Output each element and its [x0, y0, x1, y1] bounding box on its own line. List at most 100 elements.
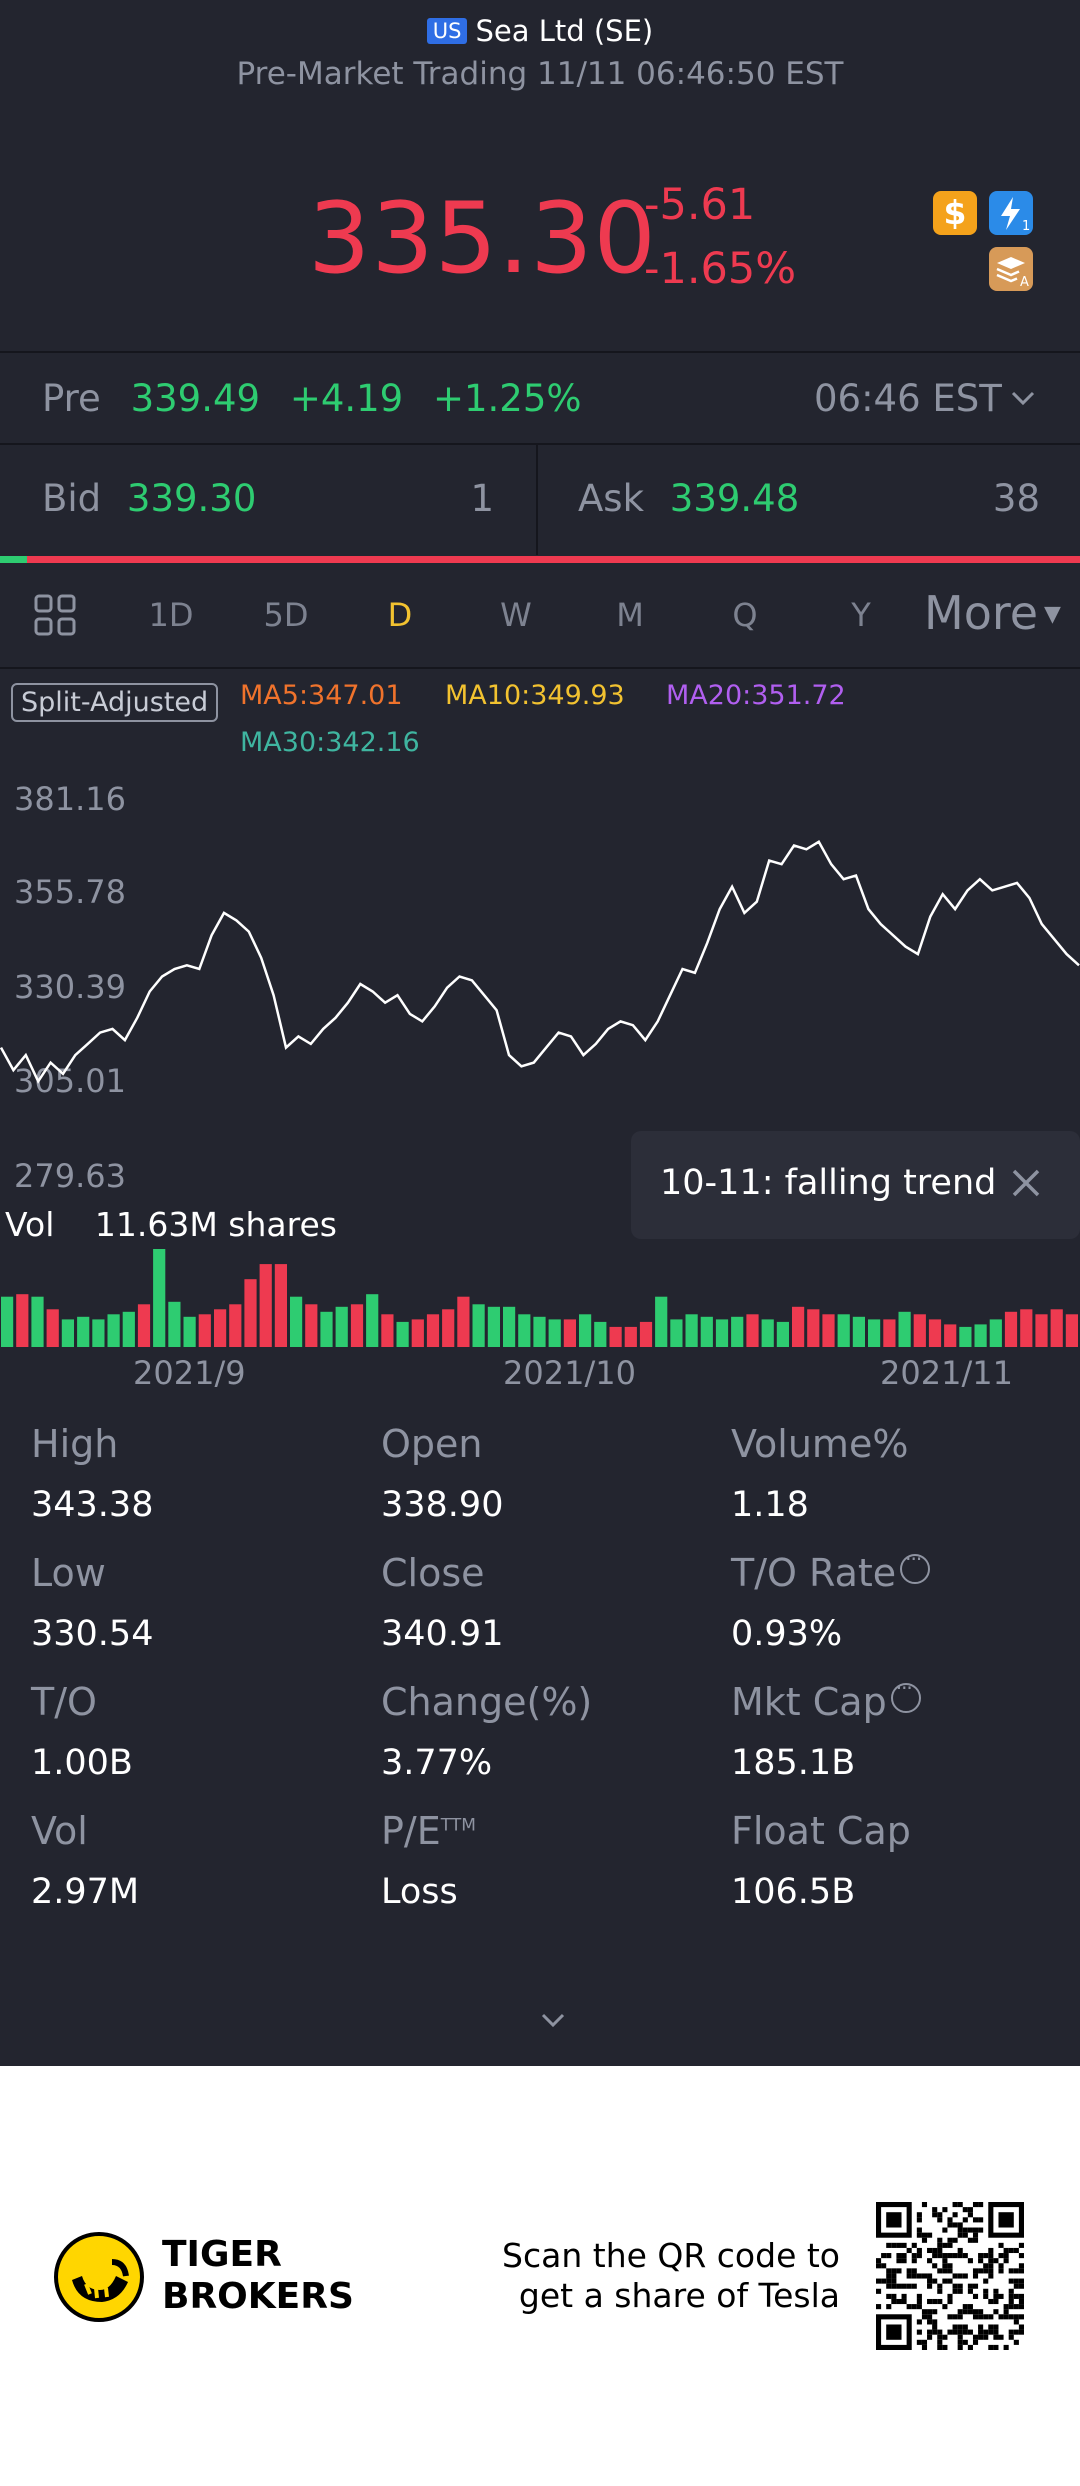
qr-module [927, 2319, 933, 2325]
qr-module [901, 2258, 907, 2264]
qr-module [1008, 2314, 1014, 2320]
stat-label-text: Volume% [731, 1422, 909, 1466]
tab-q[interactable]: Q [732, 596, 758, 634]
close-icon[interactable] [1006, 1163, 1046, 1203]
qr-module [1018, 2253, 1024, 2259]
qr-module [947, 2298, 953, 2305]
qr-module [1003, 2344, 1009, 2350]
qr-module [937, 2247, 943, 2254]
qr-module [998, 2268, 1004, 2274]
pre-market-row[interactable]: Pre 339.49 +4.19 +1.25% [42, 377, 582, 421]
promo-text: Scan the QR code to get a share of Tesla [480, 2236, 840, 2316]
qr-module [937, 2334, 943, 2340]
tab-5d[interactable]: 5D [263, 596, 309, 634]
tab-w[interactable]: W [500, 596, 532, 634]
qr-module [1003, 2304, 1009, 2310]
more-button[interactable]: More ▼ [924, 586, 1061, 640]
qr-module [937, 2253, 943, 2259]
qr-module [1013, 2283, 1019, 2289]
flash-order-icon[interactable]: 1 [989, 191, 1033, 235]
qr-module [896, 2242, 902, 2248]
vol-value: 11.63M shares [94, 1205, 337, 1244]
qr-module [972, 2227, 979, 2233]
qr-module [1018, 2263, 1024, 2269]
qr-module [1008, 2293, 1014, 2299]
volume-bar-chart[interactable] [0, 1245, 1080, 1347]
qr-module [957, 2309, 963, 2315]
qr-module [937, 2339, 943, 2345]
volume-bar [77, 1316, 90, 1347]
qr-module [937, 2242, 943, 2248]
qr-module [942, 2334, 948, 2340]
qr-module [983, 2314, 989, 2320]
volume-bar [335, 1306, 348, 1347]
qr-module [962, 2329, 968, 2335]
qr-module [1018, 2314, 1024, 2320]
price-line-chart[interactable] [0, 790, 1080, 1180]
qr-module [937, 2217, 943, 2223]
volume-bar [244, 1279, 257, 1347]
volume-bar [137, 1304, 151, 1347]
stat-label: Change(%) [381, 1680, 592, 1724]
stat-label-text: Open [381, 1422, 483, 1466]
volume-bar [822, 1314, 835, 1347]
expand-chevron-icon[interactable] [535, 2002, 571, 2038]
caret-down-icon: ▼ [1044, 602, 1061, 627]
volume-bar [685, 1314, 698, 1347]
divider [0, 351, 1080, 353]
volume-bar [183, 1316, 196, 1347]
qr-module [947, 2222, 953, 2228]
tab-y[interactable]: Y [851, 596, 871, 634]
info-icon[interactable] [900, 1547, 931, 1584]
qr-module [942, 2207, 948, 2213]
qr-module [1018, 2293, 1024, 2299]
volume-bar [1050, 1309, 1063, 1347]
qr-module [988, 2273, 994, 2279]
qr-module [1013, 2268, 1019, 2274]
qr-module [957, 2324, 963, 2330]
stat-value: 330.54 [31, 1614, 154, 1654]
svg-text:A: A [1020, 275, 1029, 290]
volume-bar [214, 1309, 227, 1347]
qr-module [972, 2202, 979, 2208]
qr-module [1018, 2324, 1024, 2330]
grid-icon[interactable] [33, 593, 77, 637]
qr-module [1008, 2298, 1014, 2305]
pre-change: +4.19 [289, 377, 404, 420]
volume-bar [989, 1319, 1002, 1347]
tab-d[interactable]: D [387, 596, 413, 634]
qr-module [921, 2273, 928, 2279]
volume-bar [320, 1311, 333, 1347]
tab-m[interactable]: M [616, 596, 644, 634]
qr-module [916, 2339, 922, 2345]
ask-price: 339.48 [669, 477, 800, 520]
qr-module [916, 2212, 922, 2218]
qr-module [1008, 2329, 1014, 2335]
stat-label[interactable]: T/O Rate [731, 1547, 931, 1595]
qr-module [886, 2278, 892, 2284]
stat-label: Close [381, 1551, 485, 1595]
tab-1d[interactable]: 1D [148, 596, 194, 634]
qr-module [972, 2232, 979, 2238]
qr-module [911, 2242, 917, 2248]
qr-module [906, 2273, 912, 2279]
qr-module [1013, 2247, 1019, 2254]
y-tick-label: 279.63 [14, 1157, 126, 1195]
chevron-down-icon[interactable] [1006, 381, 1040, 415]
education-icon[interactable]: A [989, 247, 1033, 291]
qr-module [957, 2314, 963, 2320]
qr-module [998, 2334, 1004, 2340]
qr-module [911, 2273, 917, 2279]
x-tick-label: 2021/9 [133, 1354, 246, 1392]
split-adjusted-toggle[interactable]: Split-Adjusted [11, 683, 219, 722]
dollar-icon[interactable]: $ [933, 191, 977, 235]
qr-module [916, 2304, 922, 2310]
qr-module [927, 2329, 933, 2335]
qr-module [1018, 2283, 1024, 2289]
y-tick-label: 355.78 [14, 873, 126, 911]
stats-grid: High 343.38 Open 338.90 Volume% 1.18 Low 330.54… [0, 1422, 1080, 1932]
qr-module [947, 2263, 953, 2269]
info-icon[interactable] [890, 1676, 921, 1713]
stat-label[interactable]: Mkt Cap [731, 1676, 921, 1724]
qr-module [957, 2232, 963, 2238]
